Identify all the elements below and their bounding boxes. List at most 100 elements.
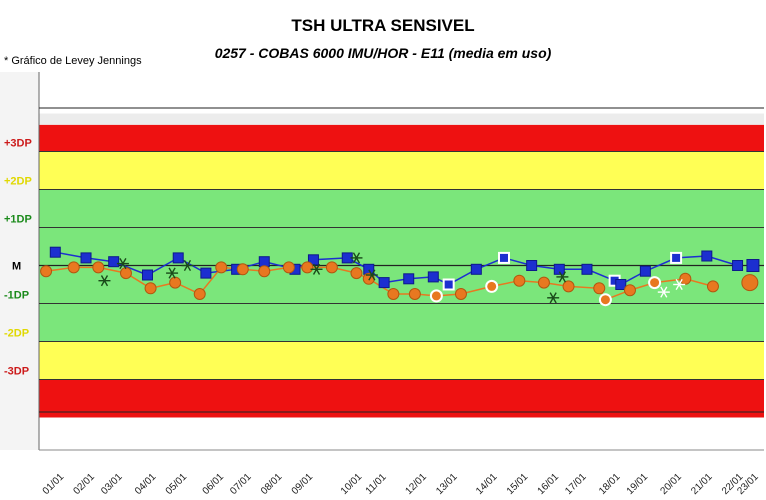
data-point-square [427,271,439,283]
zone-band-5 [39,379,764,418]
data-point-circle [679,272,692,285]
x-tick-label: 12/01 [403,471,429,497]
data-point-square [200,267,212,279]
data-point-square [670,251,683,264]
data-point-circle [706,280,719,293]
star-stroke [183,259,192,272]
star-marker [166,267,179,279]
x-tick-label: 18/01 [597,471,623,497]
star-marker [657,286,670,298]
data-point-square [141,269,153,281]
data-point-square [172,252,184,264]
data-point-circle [258,265,271,278]
data-point-square [470,263,482,275]
data-point-circle [67,261,80,274]
data-point-circle [215,261,228,274]
x-tick-label: 21/01 [689,471,715,497]
data-point-square [442,278,455,291]
data-point-square [497,251,510,264]
y-tick-label: -2DP [4,328,29,340]
zone-band-4 [39,341,764,380]
data-point-square [746,259,760,272]
data-point-circle [485,279,499,293]
data-point-circle [429,289,443,303]
star-stroke [660,286,668,298]
data-point-square [639,265,651,277]
chart-subtitle: 0257 - COBAS 6000 IMU/HOR - E11 (media e… [214,45,552,61]
data-point-circle [193,288,206,300]
data-point-circle [387,288,400,300]
x-axis-labels: 01/01 02/01 03/01 04/01 05/01 06/01 07/01 08/01… [41,471,761,497]
data-point-square [553,263,565,275]
zone-band-0 [39,113,764,125]
zone-band-1 [39,124,764,152]
star-marker [98,275,111,287]
data-point-circle [301,261,314,274]
data-point-circle [537,276,550,289]
star-marker [310,263,323,275]
x-tick-label: 07/01 [228,471,254,497]
data-point-square [108,256,120,268]
data-point-circle [325,261,338,274]
x-tick-label: 05/01 [164,471,190,497]
y-tick-label: +2DP [4,176,32,188]
data-point-circle [236,263,249,276]
star-marker [556,271,569,283]
star-stroke [312,263,321,275]
chart-note: * Gráfico de Levey Jennings [4,55,142,67]
x-tick-label: 03/01 [99,471,125,497]
data-point-circle [562,280,575,293]
data-point-circle [408,288,421,300]
x-tick-label: 16/01 [536,471,562,497]
x-tick-label: 02/01 [72,471,98,497]
data-point-square [80,252,92,264]
x-tick-label: 01/01 [41,471,67,497]
data-point-circle [119,267,132,280]
data-point-square [378,277,390,289]
data-point-circle [282,261,295,274]
x-tick-label: 06/01 [201,471,227,497]
star-stroke [368,269,376,281]
star-marker [547,292,560,304]
series-layer [40,246,760,307]
star-stroke [119,258,127,270]
plot-left-gutter [0,72,39,450]
data-point-circle [513,274,526,287]
y-tick-label: -3DP [4,366,29,378]
star-stroke [549,292,557,304]
star-marker [116,258,129,270]
data-point-circle [598,293,612,307]
x-tick-label: 09/01 [290,471,316,497]
data-point-square [581,263,593,275]
star-stroke [675,278,683,291]
x-tick-label: 20/01 [659,471,685,497]
star-marker [673,278,686,291]
chart-title: TSH ULTRA SENSIVEL [291,16,475,35]
data-point-circle [350,267,363,280]
y-tick-label: M [12,261,21,273]
x-tick-label: 11/01 [364,471,389,496]
x-tick-label: 14/01 [474,471,500,497]
sd-lines [39,107,764,413]
data-point-circle [40,265,53,278]
data-point-circle [144,282,157,295]
data-point-circle [741,274,759,292]
data-point-circle [648,276,662,290]
data-point-circle [92,261,105,274]
star-marker [181,259,194,272]
x-tick-label: 19/01 [625,471,651,497]
star-stroke [558,271,566,283]
x-tick-label: 08/01 [259,471,285,497]
data-point-circle [623,284,636,297]
star-stroke [100,275,109,287]
y-tick-label: +3DP [4,138,32,150]
x-tick-label: 17/01 [563,471,589,497]
data-point-square [49,246,61,258]
data-point-square [701,250,713,262]
y-axis-labels: +3DP +2DP +1DP M -1DP -2DP -3DP [4,138,32,378]
star-marker [365,269,378,281]
data-point-square [732,260,744,271]
zone-band-2 [39,151,764,190]
x-tick-label: 04/01 [133,471,159,497]
